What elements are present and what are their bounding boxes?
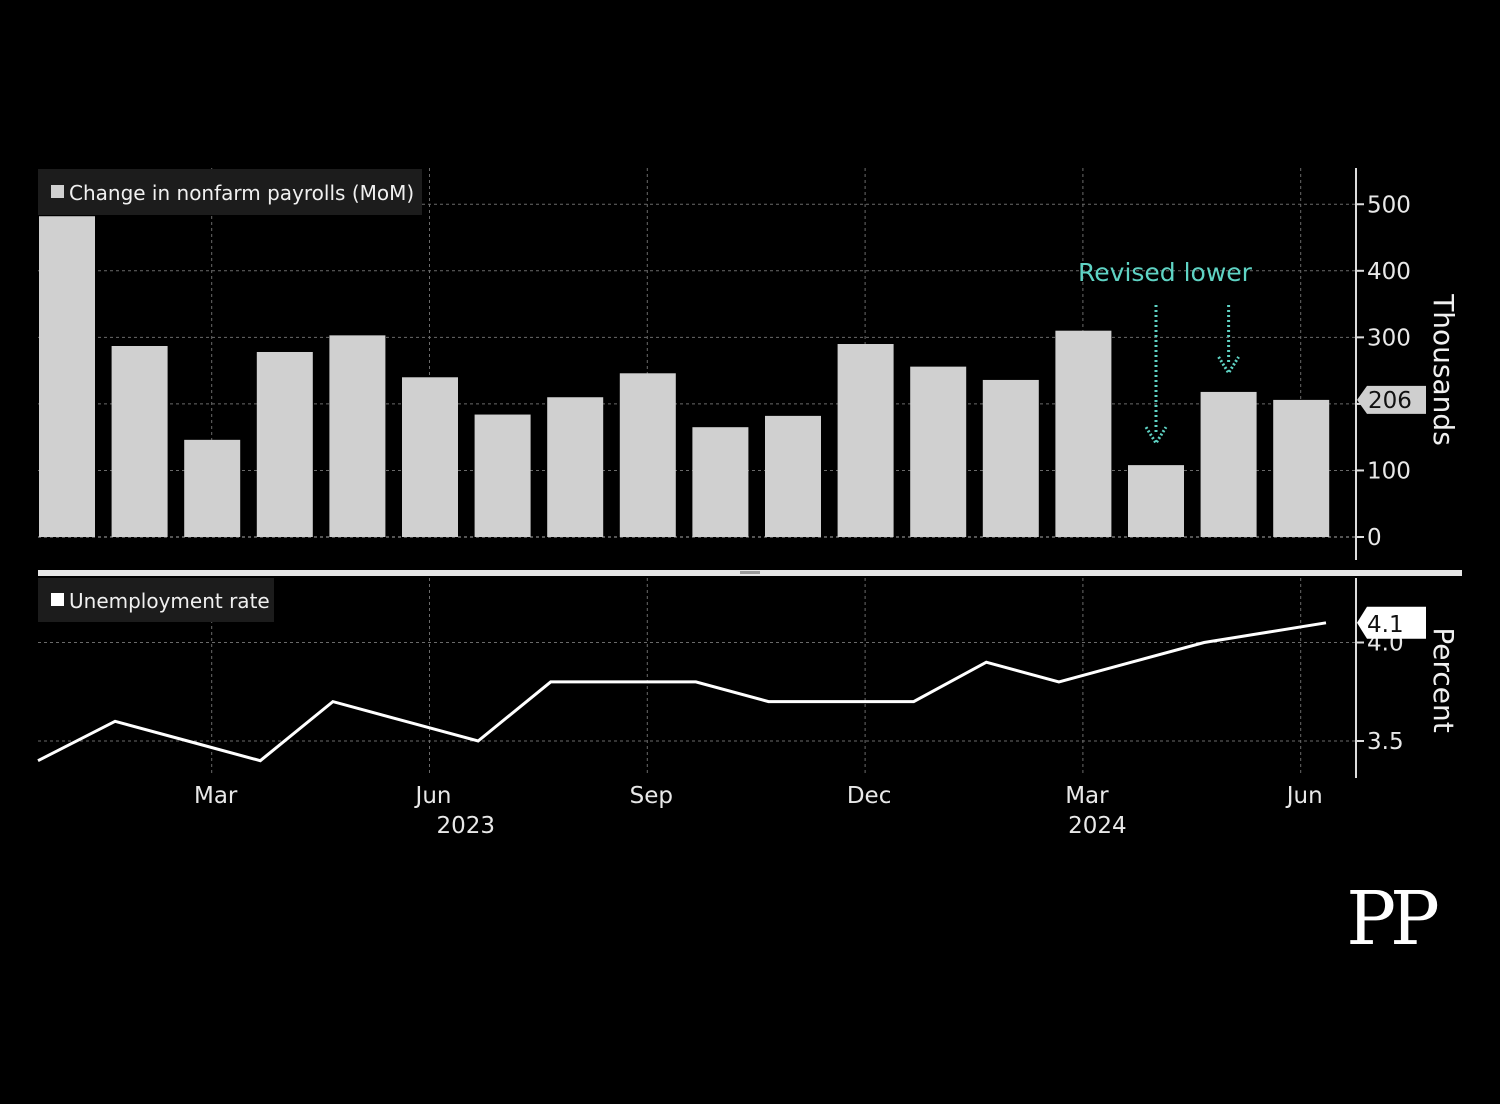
- bar-y-axis-label: Thousands: [1427, 293, 1460, 446]
- x-tick-label: Jun: [1285, 783, 1323, 809]
- annotation-text: Revised lower: [1078, 258, 1253, 287]
- bar-y-tick-label: 0: [1367, 525, 1382, 551]
- x-tick-label: Mar: [1065, 783, 1109, 809]
- bar-legend-swatch: [51, 185, 64, 198]
- bar-legend: Change in nonfarm payrolls (MoM): [38, 169, 422, 215]
- line-legend-swatch: [51, 593, 64, 606]
- payroll-bar: [910, 366, 967, 537]
- x-year-label: 2024: [1068, 813, 1127, 839]
- payroll-bar: [837, 344, 894, 537]
- line-last-value-label: 4.1: [1367, 612, 1404, 638]
- payroll-bar: [1055, 330, 1112, 537]
- payroll-bar: [982, 379, 1039, 537]
- payroll-bar: [1128, 465, 1184, 537]
- x-year-label: 2023: [437, 813, 496, 839]
- revised-lower-annotation: [1144, 305, 1240, 446]
- line-legend-background: [38, 578, 274, 622]
- x-tick-label: Sep: [630, 783, 673, 809]
- payroll-bar: [1200, 391, 1257, 537]
- bar-y-tick-label: 100: [1367, 458, 1411, 484]
- line-y-tick-label: 3.5: [1367, 729, 1404, 755]
- bar-last-value-tag: [1357, 385, 1426, 414]
- payroll-bar: [184, 439, 241, 537]
- payroll-bar: [111, 346, 168, 537]
- bar-y-tick-label: 300: [1367, 325, 1411, 351]
- payroll-bar: [329, 335, 386, 537]
- payroll-bar: [39, 216, 95, 537]
- unemployment-line-path: [37, 621, 1327, 763]
- annotation-arrow-head: [1144, 426, 1168, 446]
- bar-y-tick-label: 400: [1367, 259, 1411, 285]
- line-legend: Unemployment rate: [38, 578, 274, 622]
- line-y-axis-label: Percent: [1427, 627, 1460, 732]
- payroll-bar: [619, 373, 676, 537]
- payroll-bar: [692, 427, 749, 537]
- annotation-arrow-head: [1217, 356, 1240, 376]
- panel-divider-handle: [740, 571, 760, 574]
- payroll-bar: [256, 351, 313, 537]
- line-legend-label: Unemployment rate: [69, 589, 270, 613]
- bar-y-tick-label: 500: [1367, 192, 1411, 218]
- x-tick-label: Mar: [194, 783, 238, 809]
- axes: 01002003004005002063.54.04.1MarJunSepDec…: [38, 168, 1462, 839]
- payroll-bar: [547, 397, 604, 537]
- payroll-bar: [474, 414, 531, 537]
- x-tick-label: Dec: [847, 783, 892, 809]
- x-tick-label: Jun: [414, 783, 452, 809]
- unemployment-line: [37, 621, 1327, 763]
- bar-legend-background: [38, 169, 422, 215]
- payroll-bar: [765, 415, 821, 537]
- bar-last-value-label: 206: [1368, 388, 1412, 414]
- brand-logo: PP: [1346, 876, 1438, 962]
- payroll-bars: [39, 216, 1330, 537]
- payroll-bar: [402, 377, 458, 537]
- line-last-value-tag: [1357, 606, 1426, 639]
- bar-legend-label: Change in nonfarm payrolls (MoM): [69, 181, 414, 205]
- payroll-bar: [1273, 399, 1330, 537]
